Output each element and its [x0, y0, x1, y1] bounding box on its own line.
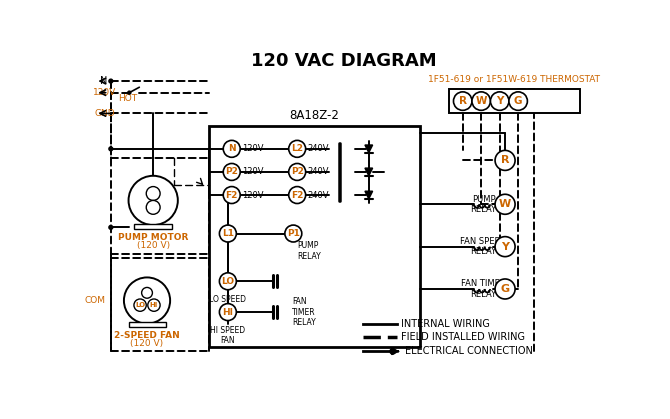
Circle shape — [134, 299, 146, 311]
Text: W: W — [476, 96, 487, 106]
Circle shape — [495, 237, 515, 257]
Text: W: W — [499, 199, 511, 209]
Text: 240V: 240V — [307, 191, 329, 199]
Circle shape — [146, 186, 160, 200]
Circle shape — [124, 277, 170, 323]
Text: 120V: 120V — [242, 168, 263, 176]
Polygon shape — [365, 168, 373, 176]
Text: 120V: 120V — [93, 88, 117, 97]
Circle shape — [289, 140, 306, 157]
Circle shape — [219, 304, 237, 321]
Text: N: N — [228, 144, 236, 153]
Circle shape — [219, 225, 237, 242]
Circle shape — [223, 140, 240, 157]
Circle shape — [490, 92, 509, 110]
Text: R: R — [501, 155, 509, 166]
Circle shape — [509, 92, 527, 110]
Text: L1: L1 — [222, 229, 234, 238]
Text: P2: P2 — [291, 168, 304, 176]
Text: Y: Y — [501, 242, 509, 252]
Text: Y: Y — [496, 96, 503, 106]
Circle shape — [148, 299, 160, 311]
Text: ELECTRICAL CONNECTION: ELECTRICAL CONNECTION — [405, 347, 533, 356]
Text: 240V: 240V — [307, 144, 329, 153]
Text: PUMP
RELAY: PUMP RELAY — [470, 194, 496, 214]
Text: L2: L2 — [291, 144, 303, 153]
Text: HI: HI — [150, 302, 158, 308]
Text: F2: F2 — [291, 191, 304, 199]
Circle shape — [129, 176, 178, 225]
Circle shape — [289, 186, 306, 204]
Text: 2-SPEED FAN: 2-SPEED FAN — [114, 331, 180, 340]
Circle shape — [128, 91, 131, 94]
Circle shape — [390, 349, 395, 354]
Bar — [134, 223, 172, 229]
Text: HOT: HOT — [118, 94, 137, 103]
Text: COM: COM — [84, 296, 105, 305]
Circle shape — [223, 163, 240, 181]
Text: 240V: 240V — [307, 168, 329, 176]
Text: GND: GND — [94, 109, 115, 118]
Text: FAN TIMER
RELAY: FAN TIMER RELAY — [461, 279, 506, 299]
Circle shape — [223, 186, 240, 204]
Text: FIELD INSTALLED WIRING: FIELD INSTALLED WIRING — [401, 333, 525, 342]
Circle shape — [454, 92, 472, 110]
Circle shape — [285, 225, 302, 242]
Circle shape — [146, 200, 160, 214]
Circle shape — [109, 225, 113, 229]
Circle shape — [289, 163, 306, 181]
Text: FAN
TIMER
RELAY: FAN TIMER RELAY — [292, 297, 316, 327]
Polygon shape — [365, 191, 373, 199]
Circle shape — [472, 92, 490, 110]
Circle shape — [109, 79, 113, 83]
Text: 120V: 120V — [242, 191, 263, 199]
Text: PUMP MOTOR: PUMP MOTOR — [118, 233, 188, 242]
Text: LO: LO — [221, 277, 234, 286]
Text: 120V: 120V — [242, 144, 263, 153]
Text: 120 VAC DIAGRAM: 120 VAC DIAGRAM — [251, 52, 436, 70]
Text: G: G — [500, 284, 510, 294]
Circle shape — [109, 147, 113, 151]
Text: G: G — [514, 96, 523, 106]
Text: FAN SPEED
RELAY: FAN SPEED RELAY — [460, 237, 507, 256]
Text: 1F51-619 or 1F51W-619 THERMOSTAT: 1F51-619 or 1F51W-619 THERMOSTAT — [428, 75, 600, 84]
Text: P2: P2 — [225, 168, 238, 176]
Text: LO SPEED
FAN: LO SPEED FAN — [209, 295, 247, 315]
Circle shape — [141, 287, 152, 298]
Text: (120 V): (120 V) — [137, 241, 170, 251]
Text: (120 V): (120 V) — [131, 339, 163, 348]
Text: P1: P1 — [287, 229, 299, 238]
Polygon shape — [365, 145, 373, 153]
Text: LO: LO — [135, 302, 145, 308]
Bar — [129, 322, 165, 328]
Text: F2: F2 — [226, 191, 238, 199]
Bar — [208, 126, 420, 347]
Circle shape — [219, 273, 237, 290]
Text: INTERNAL WIRING: INTERNAL WIRING — [401, 318, 490, 328]
Text: N: N — [100, 76, 108, 86]
Text: R: R — [459, 96, 467, 106]
Text: HI SPEED
FAN: HI SPEED FAN — [210, 326, 245, 345]
Circle shape — [495, 150, 515, 171]
Text: 8A18Z-2: 8A18Z-2 — [289, 109, 340, 122]
Circle shape — [495, 279, 515, 299]
Bar — [449, 89, 580, 114]
Text: HI: HI — [222, 308, 233, 317]
Text: PUMP
RELAY: PUMP RELAY — [297, 241, 321, 261]
Circle shape — [495, 194, 515, 214]
